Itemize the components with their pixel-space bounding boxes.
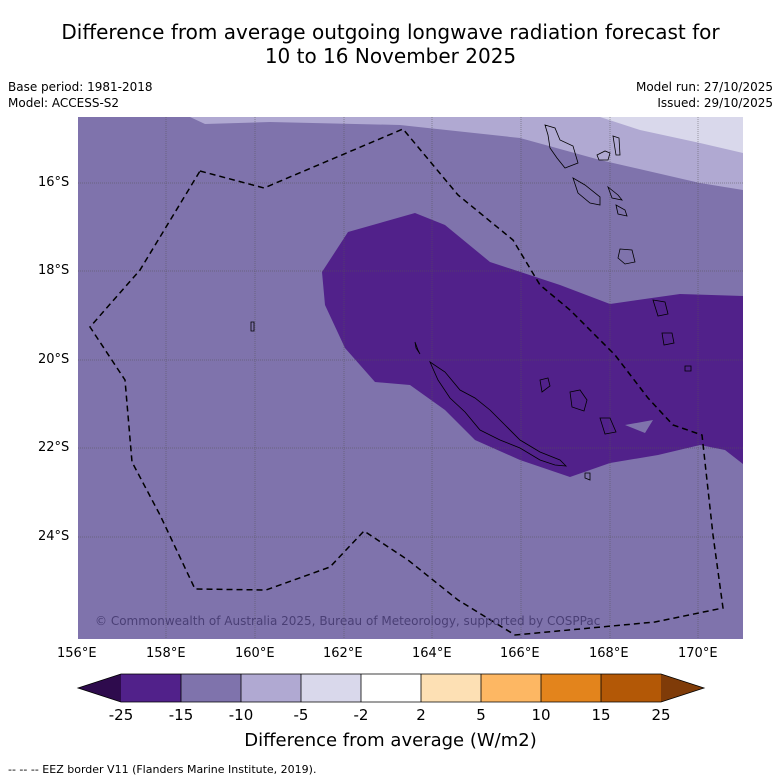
island-outline bbox=[661, 332, 675, 346]
eez-legend-footnote: -- -- -- EEZ border V11 (Flanders Marine… bbox=[8, 763, 317, 776]
coastlines bbox=[250, 124, 692, 481]
colorbar-tick-label: 2 bbox=[416, 706, 426, 724]
lat-label: 24°S bbox=[38, 529, 70, 544]
colorbar-bin-5 bbox=[361, 674, 421, 702]
colorbar-bin-6 bbox=[421, 674, 481, 702]
colorbar-bin-7 bbox=[481, 674, 541, 702]
eez-border bbox=[89, 128, 724, 636]
field-minus15-to-minus10 bbox=[322, 213, 743, 477]
lon-label: 162°E bbox=[323, 646, 363, 661]
lon-label: 156°E bbox=[57, 646, 97, 661]
lon-label: 164°E bbox=[412, 646, 452, 661]
island-outline bbox=[652, 299, 669, 317]
field-minus5-to-minus2 bbox=[190, 117, 743, 190]
colorbar bbox=[76, 673, 706, 703]
colorbar-bin-3 bbox=[241, 674, 301, 702]
colorbar-tick-label: 10 bbox=[531, 706, 551, 724]
base-period: Base period: 1981-2018 bbox=[8, 80, 153, 94]
colorbar-tick-label: 15 bbox=[591, 706, 611, 724]
model-name: Model: ACCESS-S2 bbox=[8, 96, 120, 110]
island-outline bbox=[596, 150, 611, 161]
colorbar-tick-label: -25 bbox=[108, 706, 134, 724]
island-outline bbox=[250, 321, 255, 332]
lat-label: 20°S bbox=[38, 352, 70, 367]
colorbar-extend-low bbox=[78, 674, 121, 702]
colorbar-bin-2 bbox=[181, 674, 241, 702]
colorbar-bin-8 bbox=[541, 674, 601, 702]
island-outline bbox=[414, 341, 421, 355]
island-outline bbox=[607, 185, 623, 201]
colorbar-extend-high bbox=[661, 674, 704, 702]
title-line-1: Difference from average outgoing longwav… bbox=[61, 20, 720, 44]
island-outline bbox=[617, 248, 636, 265]
field-minus10-patch bbox=[625, 420, 653, 433]
island-outline bbox=[539, 377, 551, 393]
lat-label: 16°S bbox=[38, 175, 70, 190]
island-outline bbox=[684, 365, 692, 372]
colorbar-bin-4 bbox=[301, 674, 361, 702]
colorbar-bin-1 bbox=[121, 674, 181, 702]
graticule bbox=[78, 117, 743, 639]
colorbar-tick-label: -10 bbox=[228, 706, 254, 724]
lat-label: 18°S bbox=[38, 263, 70, 278]
model-run: Model run: 27/10/2025 bbox=[635, 80, 773, 94]
island-outline bbox=[615, 204, 628, 217]
colorbar-tick-label: -15 bbox=[168, 706, 194, 724]
island-outline bbox=[569, 389, 588, 412]
colorbar-title: Difference from average (W/m2) bbox=[244, 730, 537, 751]
colorbar-tick-label: 5 bbox=[476, 706, 486, 724]
lon-label: 168°E bbox=[589, 646, 629, 661]
title-line-2: 10 to 16 November 2025 bbox=[264, 44, 517, 68]
colorbar-tick-label: -5 bbox=[293, 706, 309, 724]
island-outline bbox=[612, 135, 621, 156]
lat-label: 22°S bbox=[38, 440, 70, 455]
island-outline bbox=[599, 417, 617, 435]
colorbar-tick-label: -2 bbox=[353, 706, 369, 724]
lon-label: 160°E bbox=[235, 646, 275, 661]
island-outline bbox=[584, 472, 591, 481]
issued-date: Issued: 29/10/2025 bbox=[657, 96, 773, 110]
new-caledonia-outline bbox=[429, 360, 568, 467]
colorbar-tick-label: 25 bbox=[651, 706, 671, 724]
island-outline bbox=[572, 177, 601, 206]
colorbar-outline bbox=[76, 673, 706, 703]
lon-label: 166°E bbox=[500, 646, 540, 661]
vanuatu-outline bbox=[544, 124, 579, 169]
colorbar-bin-9 bbox=[601, 674, 661, 702]
anomaly-field bbox=[78, 117, 743, 639]
copyright-text: © Commonwealth of Australia 2025, Bureau… bbox=[95, 614, 600, 628]
lon-label: 170°E bbox=[678, 646, 718, 661]
field-minus2-to-2 bbox=[600, 117, 743, 153]
lon-label: 158°E bbox=[146, 646, 186, 661]
